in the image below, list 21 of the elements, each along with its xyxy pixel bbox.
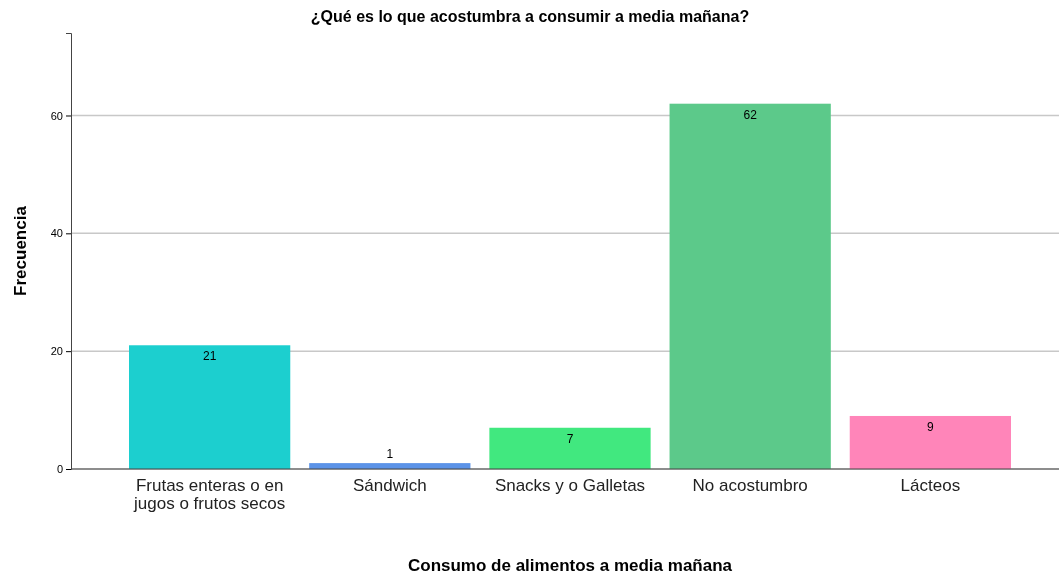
x-tick-label: Snacks y o Galletas <box>494 475 646 495</box>
bar <box>849 415 1011 469</box>
chart-title: ¿Qué es lo que acostumbra a consumir a media mañana? <box>310 8 750 25</box>
y-tick-label: 0 <box>56 463 63 476</box>
bar <box>129 345 291 469</box>
x-tick-label: Frutas enteras o en jugos o frutos secos <box>133 475 286 513</box>
data-label: 7 <box>566 431 574 446</box>
y-axis-title: Frecuencia <box>11 205 30 296</box>
bar <box>489 427 651 469</box>
y-tick-label: 40 <box>50 227 63 240</box>
x-tick-label: Lácteos <box>900 475 961 495</box>
data-label: 1 <box>386 447 394 462</box>
data-label: 21 <box>202 349 217 364</box>
x-tick-label: No acostumbro <box>692 475 808 495</box>
data-label: 9 <box>927 419 935 434</box>
x-tick-label: Sándwich <box>352 475 427 495</box>
y-tick-label: 60 <box>50 109 63 122</box>
bar <box>669 103 831 469</box>
data-label: 62 <box>743 107 758 122</box>
y-tick-label: 20 <box>50 345 63 358</box>
x-axis-title: Consumo de alimentos a media mañana <box>407 556 733 575</box>
